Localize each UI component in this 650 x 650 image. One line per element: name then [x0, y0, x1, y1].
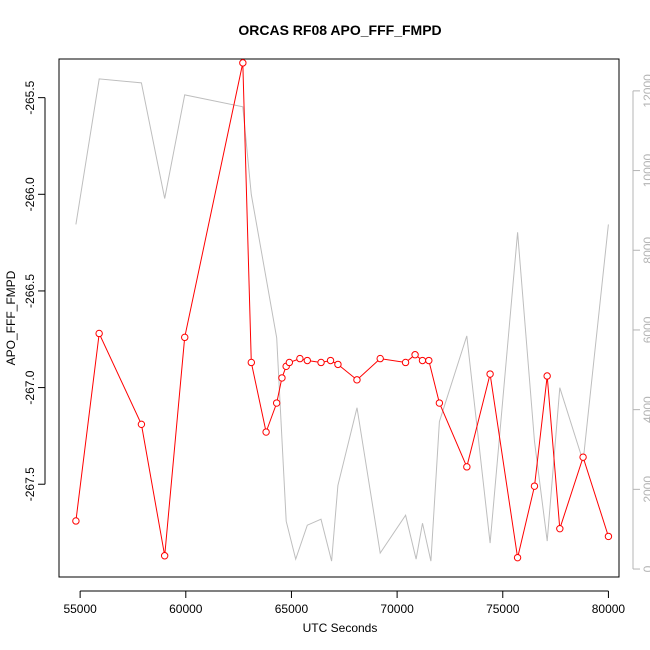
data-point: [262, 428, 270, 436]
data-point: [401, 358, 410, 367]
y-axis-left: -265.5 -266.0 -266.5 -267.0 -267.5: [23, 80, 46, 501]
data-point: [411, 351, 419, 359]
chart-title: ORCAS RF08 APO_FFF_FMPD: [238, 22, 441, 38]
data-point: [137, 420, 146, 429]
y-right-tick-label: 2000: [641, 476, 650, 503]
data-point: [334, 360, 342, 369]
data-point: [278, 374, 286, 382]
x-axis: 55000 60000 65000 70000 75000 80000: [63, 590, 626, 616]
x-axis-label: UTC Seconds: [303, 621, 378, 635]
series-grey-line: [75, 78, 609, 562]
data-point: [530, 482, 539, 490]
y-left-tick-label: -267.0: [23, 370, 37, 404]
y-right-tick-label: 6000: [641, 316, 650, 343]
x-tick-label: 80000: [592, 602, 626, 616]
data-point: [543, 372, 551, 380]
x-tick-label: 55000: [63, 602, 97, 616]
x-tick-label: 70000: [380, 602, 414, 616]
data-point: [376, 354, 384, 363]
data-point: [425, 356, 433, 365]
x-tick-label: 75000: [486, 602, 520, 616]
data-point: [95, 329, 103, 338]
x-tick-label: 60000: [169, 602, 203, 616]
data-point: [463, 463, 471, 471]
y-left-tick-label: -266.0: [23, 177, 37, 211]
y-right-tick-label: 10000: [641, 154, 650, 188]
data-point: [326, 356, 335, 365]
data-point: [181, 333, 189, 342]
series-line: [75, 62, 609, 558]
series-red-line: [72, 59, 613, 562]
y-left-tick-label: -265.5: [23, 80, 37, 114]
x-tick-label: 65000: [275, 602, 309, 616]
data-point: [160, 552, 169, 560]
y-left-tick-label: -266.5: [23, 274, 37, 308]
data-point: [303, 356, 312, 365]
series-line: [75, 78, 609, 562]
data-point: [247, 358, 256, 367]
data-point: [272, 399, 281, 407]
data-point: [435, 399, 444, 407]
data-point: [556, 524, 564, 533]
data-point: [486, 370, 494, 378]
data-point: [579, 453, 587, 461]
y-axis-label: APO_FFF_FMPD: [4, 270, 18, 365]
y-left-tick-label: -267.5: [23, 467, 37, 501]
y-axis-right: 0 2000 4000 6000 8000 10000 12000: [632, 74, 650, 572]
y-right-tick-label: 8000: [641, 237, 650, 264]
data-point: [604, 532, 613, 541]
data-point: [285, 358, 294, 367]
y-right-tick-label: 0: [641, 565, 650, 572]
data-point: [317, 358, 325, 367]
data-point: [239, 59, 247, 67]
data-point: [418, 356, 427, 365]
data-point: [296, 354, 304, 363]
y-right-tick-label: 12000: [641, 74, 650, 108]
data-point: [72, 517, 80, 525]
plot-frame: [58, 58, 620, 578]
y-right-tick-label: 4000: [641, 396, 650, 423]
data-point: [353, 376, 361, 384]
data-point: [513, 553, 522, 562]
